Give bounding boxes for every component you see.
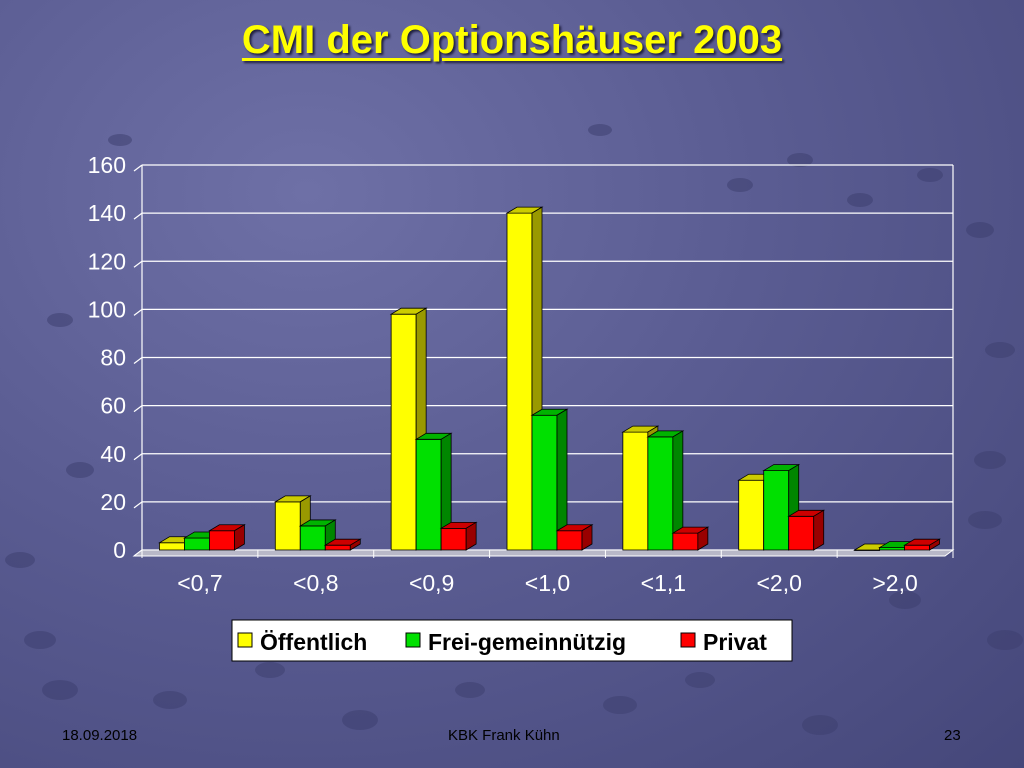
legend: Öffentlich Frei-gemeinnützig Privat <box>231 619 793 662</box>
y-tick-label: 60 <box>100 393 126 419</box>
x-tick-label: <1,1 <box>641 570 686 596</box>
gridline-side <box>133 308 143 316</box>
bar--ffentlich-5 <box>738 479 765 551</box>
bar-side <box>465 521 477 551</box>
y-tick-label: 140 <box>88 200 126 226</box>
bar-privat-5 <box>788 515 815 551</box>
chart-floor <box>132 549 955 557</box>
bar-frei-gemeinn-tzig-4 <box>647 436 674 551</box>
gridline-side <box>133 501 143 509</box>
legend-box <box>231 619 793 662</box>
gridline-side <box>133 405 143 413</box>
footer-page-number: 23 <box>944 727 961 744</box>
footer-date: 18.09.2018 <box>62 727 138 744</box>
bar-frei-gemeinn-tzig-0 <box>184 537 210 551</box>
gridline-side <box>133 453 143 461</box>
gridline-side <box>133 212 143 220</box>
y-tick-label: 80 <box>100 345 126 371</box>
bar-privat-0 <box>209 530 235 551</box>
y-tick-label: 20 <box>100 489 126 515</box>
legend-swatch <box>237 632 253 648</box>
bar-side <box>234 524 245 551</box>
bar-privat-6 <box>904 544 930 551</box>
bar-privat-3 <box>556 530 583 551</box>
bar-side <box>929 538 940 551</box>
bar--ffentlich-2 <box>390 313 417 551</box>
x-tick-label: <0,8 <box>293 570 338 596</box>
bar--ffentlich-0 <box>159 542 185 551</box>
footer-author: KBK Frank Kühn <box>448 727 560 744</box>
bar-frei-gemeinn-tzig-3 <box>531 414 558 551</box>
bar-side <box>697 526 709 551</box>
bar--ffentlich-3 <box>506 212 533 551</box>
bar--ffentlich-1 <box>274 501 301 551</box>
y-tick-label: 120 <box>88 248 126 274</box>
gridline-side <box>133 260 143 268</box>
legend-swatch <box>680 632 696 648</box>
bar-frei-gemeinn-tzig-1 <box>299 525 326 551</box>
bar-privat-1 <box>324 544 351 551</box>
x-tick-label: >2,0 <box>872 570 917 596</box>
legend-label: Privat <box>703 629 767 655</box>
y-tick-label: 40 <box>100 441 126 467</box>
bar-privat-4 <box>672 532 699 551</box>
bar--ffentlich-4 <box>622 431 649 551</box>
gridline-side <box>133 164 143 172</box>
legend-swatch <box>405 632 421 648</box>
bar-frei-gemeinn-tzig-2 <box>415 438 442 551</box>
y-tick-label: 160 <box>88 152 126 178</box>
x-tick-label: <1,0 <box>525 570 570 596</box>
bar-side <box>813 509 825 551</box>
y-tick-label: 100 <box>88 296 126 322</box>
y-tick-label: 0 <box>113 537 126 563</box>
bar-frei-gemeinn-tzig-5 <box>763 470 790 551</box>
legend-label: Frei-gemeinnützig <box>428 629 626 655</box>
bar-privat-2 <box>440 527 467 551</box>
legend-label: Öffentlich <box>260 629 367 655</box>
bar-side <box>349 538 361 551</box>
gridline-side <box>133 357 143 364</box>
x-tick-label: <0,7 <box>177 570 222 596</box>
slide-title: CMI der Optionshäuser 2003 <box>241 18 783 62</box>
x-tick-label: <2,0 <box>757 570 802 596</box>
x-tick-label: <0,9 <box>409 570 454 596</box>
bar-side <box>581 524 593 551</box>
